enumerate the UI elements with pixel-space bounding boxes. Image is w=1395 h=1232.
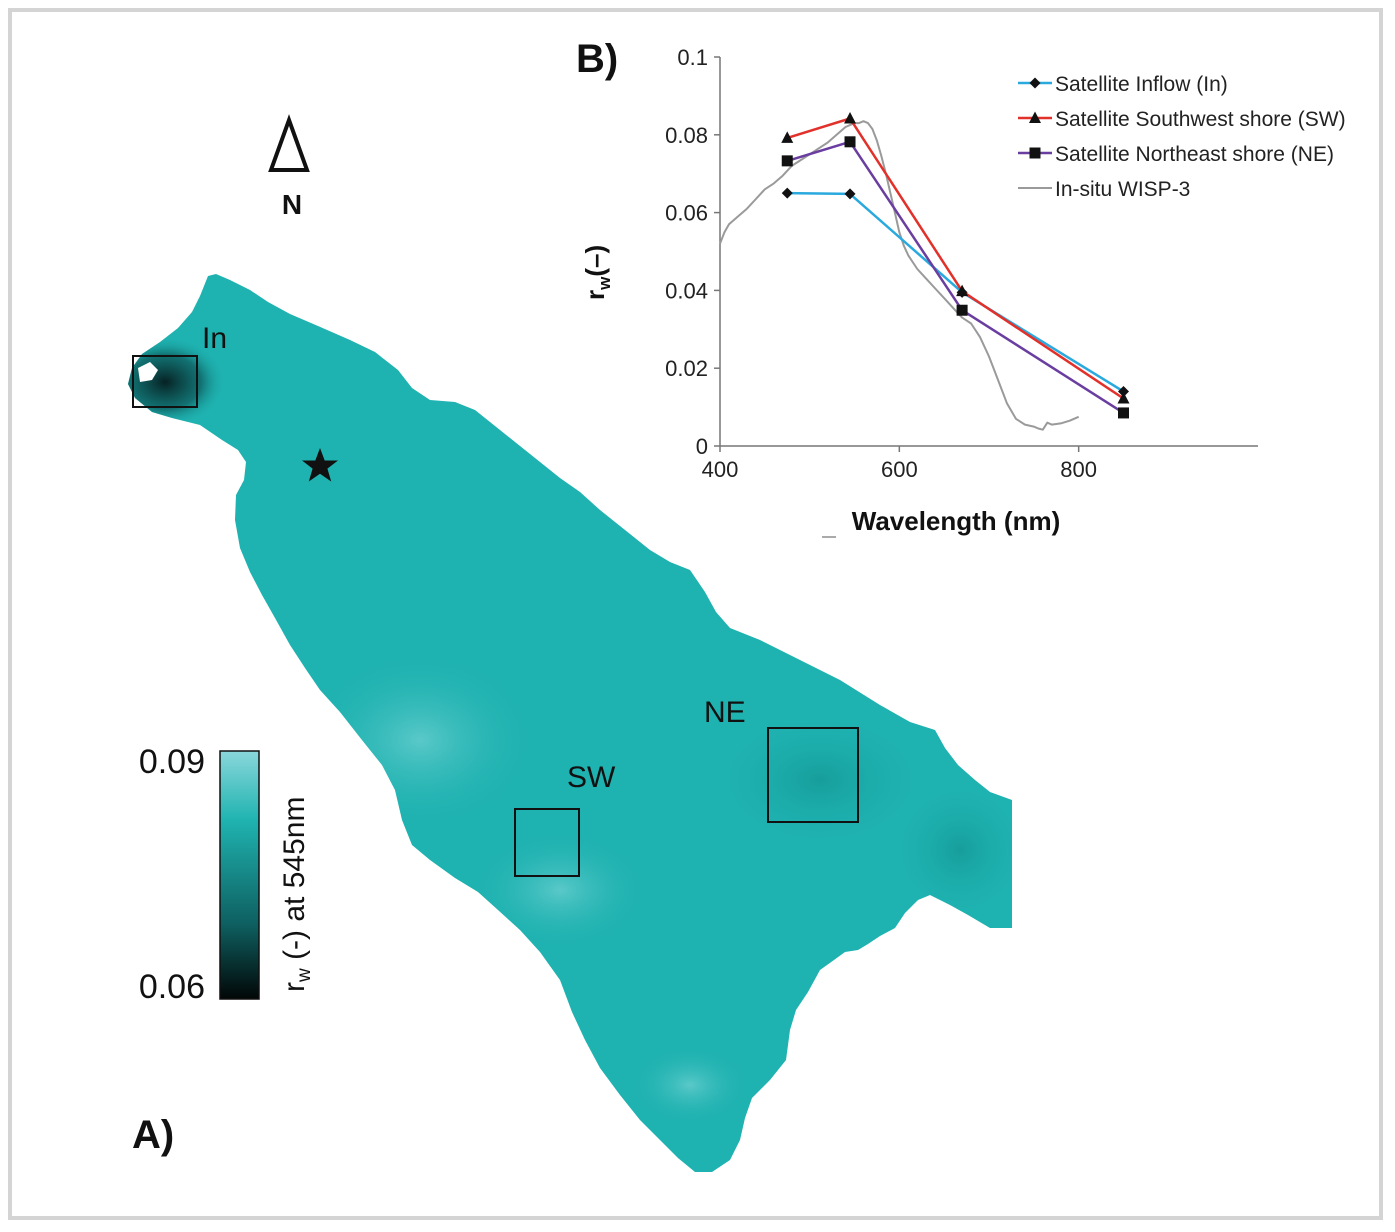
y-axis-label: rw(–) — [580, 245, 614, 300]
region-label-in: In — [202, 322, 227, 355]
x-tick-label: 800 — [1060, 457, 1097, 482]
x-tick-label: 600 — [881, 457, 918, 482]
region-label-ne: NE — [704, 696, 746, 729]
x-axis-label: Wavelength (nm) — [852, 506, 1060, 536]
station-star-icon — [302, 448, 338, 482]
colorbar-min-label: 0.06 — [139, 968, 205, 1006]
legend-label-2: Satellite Southwest shore (SW) — [1055, 108, 1346, 131]
series-line-3 — [786, 140, 1125, 414]
chart-series — [719, 111, 1130, 431]
series-line-4 — [719, 120, 1080, 431]
y-tick-label: 0.02 — [665, 356, 708, 381]
colorbar-title: rw (-) at 545nm — [278, 797, 315, 992]
colorbar — [219, 750, 260, 1000]
figure-frame — [8, 8, 1383, 1220]
triangle-marker — [781, 131, 794, 143]
y-tick-label: 0 — [696, 434, 708, 459]
legend-label-3: Satellite Northeast shore (NE) — [1055, 143, 1334, 166]
square-marker — [1029, 147, 1041, 159]
region-box-sw — [514, 808, 580, 877]
diamond-marker — [844, 188, 856, 200]
series-line-1 — [787, 191, 1125, 393]
triangle-marker — [844, 111, 857, 124]
y-tick-label: 0.06 — [665, 201, 708, 226]
north-label: N — [282, 189, 302, 220]
panel-a-label: A) — [132, 1113, 174, 1157]
x-tick-label: 400 — [702, 457, 739, 482]
region-box-ne — [767, 727, 859, 823]
region-label-sw: SW — [567, 761, 616, 794]
triangle-marker — [956, 284, 969, 297]
lake-surface — [128, 274, 1012, 1172]
square-marker — [1118, 407, 1129, 419]
north-arrow-icon — [268, 114, 310, 172]
y-tick-label: 0.08 — [665, 123, 708, 148]
diamond-marker — [1118, 386, 1129, 398]
square-marker — [956, 304, 968, 316]
panel-b-label: B) — [576, 37, 618, 81]
colorbar-max-label: 0.09 — [139, 743, 205, 781]
y-tick-label: 0.04 — [665, 278, 708, 303]
y-tick-label: 0.1 — [677, 45, 708, 70]
square-marker — [781, 155, 793, 167]
chart-axes: 400 600 800 0 0.02 0.04 0.06 0.08 0.1 — [665, 45, 1258, 482]
inflow-glint — [138, 362, 158, 382]
chart-legend: Satellite Inflow (In) Satellite Southwest… — [1018, 73, 1346, 201]
series-line-2 — [786, 117, 1125, 400]
region-box-in — [132, 355, 198, 408]
triangle-marker — [1117, 392, 1130, 404]
triangle-marker — [1029, 111, 1041, 123]
diamond-marker — [1029, 77, 1041, 89]
square-marker — [844, 136, 856, 148]
diamond-marker — [781, 187, 793, 199]
legend-label-4: In-situ WISP-3 — [1055, 178, 1190, 201]
legend-label-1: Satellite Inflow (In) — [1055, 73, 1228, 96]
